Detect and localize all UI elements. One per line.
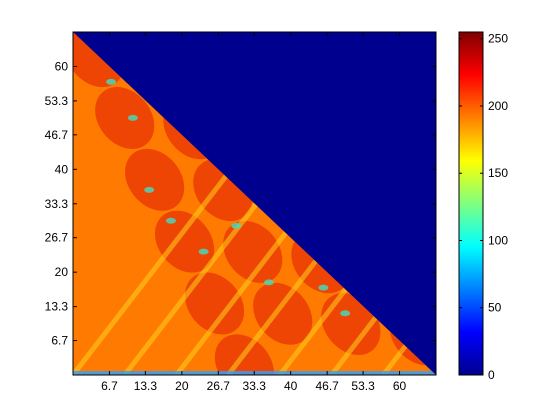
- colorbar-tick-label: 250: [488, 32, 508, 46]
- heatmap-hot-region: [125, 148, 185, 211]
- heatmap-low-spot: [198, 248, 209, 255]
- x-tick-label: 13.3: [134, 379, 158, 393]
- y-tick-label: 33.3: [45, 197, 69, 211]
- y-tick-label: 46.7: [45, 128, 69, 142]
- heatmap-hot-region: [154, 210, 215, 273]
- heatmap-low-spot: [165, 217, 176, 224]
- y-axis: 6.7 13.3 20 26.7 33.3 40 46.7 53.3 60: [45, 59, 436, 348]
- x-tick-label: 40: [284, 379, 298, 393]
- heatmap-low-spot: [231, 222, 242, 229]
- y-tick-label: 53.3: [45, 94, 69, 108]
- y-tick-label: 20: [55, 265, 69, 279]
- heatmap-low-spot: [340, 310, 351, 317]
- heatmap-low-spot: [106, 78, 117, 85]
- colorbar: [458, 31, 484, 376]
- colorbar-tick-label: 50: [488, 301, 502, 315]
- heatmap-hot-region: [214, 334, 275, 375]
- x-tick-label: 26.7: [207, 379, 231, 393]
- heatmap-hot-region: [95, 87, 155, 149]
- x-tick-label: 53.3: [351, 379, 375, 393]
- y-tick-label: 60: [55, 59, 69, 73]
- x-tick-label: 6.7: [101, 379, 118, 393]
- x-tick-label: 20: [175, 379, 189, 393]
- colorbar-axis: 0 50 100 150 200 250: [459, 32, 508, 382]
- heatmap-hot-region: [321, 293, 381, 356]
- x-tick-label: 60: [393, 379, 407, 393]
- heatmap-low-spot: [263, 279, 274, 286]
- x-tick-label: 46.7: [315, 379, 339, 393]
- y-tick-label: 13.3: [45, 300, 69, 314]
- colorbar-tick-label: 150: [488, 166, 508, 180]
- y-tick-label: 40: [55, 162, 69, 176]
- colorbar-tick-label: 200: [488, 99, 508, 113]
- y-tick-label: 26.7: [45, 231, 69, 245]
- y-tick-label: 6.7: [51, 334, 68, 348]
- heatmap-hot-region: [184, 272, 245, 335]
- heatmap-hot-region: [223, 221, 283, 283]
- heatmap-hot-region: [253, 282, 313, 345]
- colorbar-tick-label: 0: [488, 368, 495, 382]
- colorbar-tick-label: 100: [488, 233, 508, 247]
- x-axis: 6.7 13.3 20 26.7 33.3 40 46.7 53.3 60: [101, 32, 407, 393]
- heatmap-low-spot: [144, 186, 155, 193]
- x-tick-label: 33.3: [243, 379, 267, 393]
- heatmap-low-spot: [127, 114, 138, 121]
- heatmap-low-spot: [318, 284, 329, 291]
